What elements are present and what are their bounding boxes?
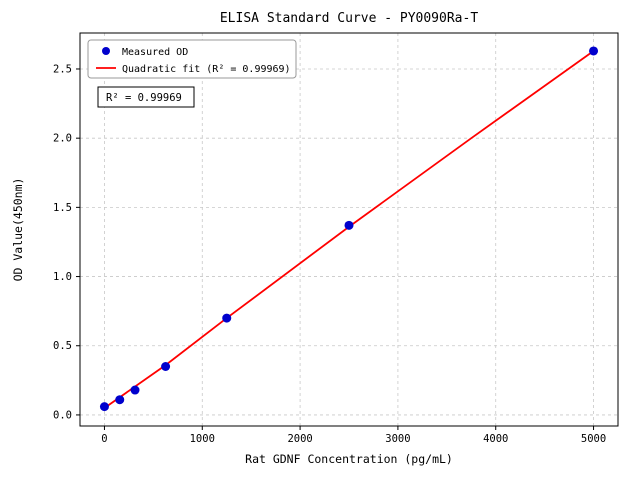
data-point (161, 361, 171, 371)
chart-title: ELISA Standard Curve - PY0090Ra-T (220, 11, 478, 26)
x-tick-label: 4000 (483, 433, 508, 445)
legend: Measured OD Quadratic fit (R² = 0.99969) (87, 39, 297, 79)
axis-ticks: 0 1000 2000 3000 4000 5000 0.0 0.5 1.0 1.5 2.0 2.5 (53, 63, 606, 445)
y-tick-label: 0.5 (53, 340, 72, 352)
annotation-text: R² = 0.99969 (106, 92, 182, 104)
data-point (99, 402, 109, 412)
x-tick-label: 5000 (581, 433, 606, 445)
x-tick-label: 1000 (190, 433, 215, 445)
legend-label-measured-od: Measured OD (122, 47, 188, 58)
axes-frame (79, 32, 619, 427)
measured-od-points (99, 46, 599, 412)
data-point (115, 395, 125, 405)
x-tick-label: 0 (101, 433, 107, 445)
data-point (589, 46, 599, 56)
y-tick-label: 2.5 (53, 63, 72, 75)
data-point (344, 220, 354, 230)
legend-marker-measured-od (102, 47, 110, 55)
y-tick-label: 1.5 (53, 202, 72, 214)
data-point (130, 385, 140, 395)
y-tick-label: 1.0 (53, 271, 72, 283)
legend-box (87, 39, 297, 79)
x-tick-label: 3000 (385, 433, 410, 445)
x-axis-label: Rat GDNF Concentration (pg/mL) (245, 452, 453, 466)
y-tick-label: 0.0 (53, 409, 72, 421)
annotation-box (97, 86, 195, 108)
quadratic-fit-line (103, 50, 595, 409)
legend-label-quadratic-fit: Quadratic fit (R² = 0.99969) (122, 64, 291, 75)
data-point (222, 313, 232, 323)
y-axis-label: OD Value(450nm) (11, 178, 25, 282)
x-tick-label: 2000 (287, 433, 312, 445)
y-tick-label: 2.0 (53, 133, 72, 145)
r-squared-annotation: R² = 0.99969 (97, 86, 195, 108)
